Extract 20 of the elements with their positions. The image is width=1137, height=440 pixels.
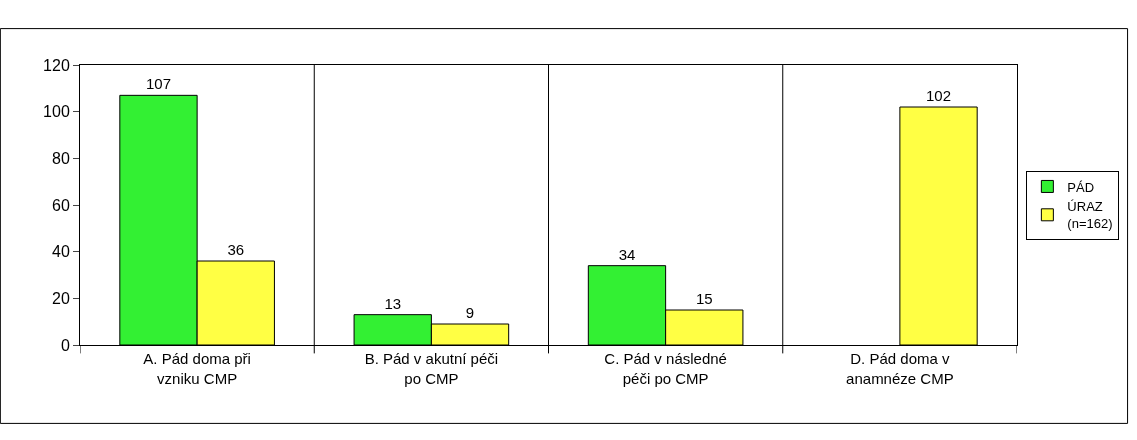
y-tick-label: 120: [43, 56, 70, 74]
legend-label: PÁD: [1067, 179, 1095, 195]
data-label: 15: [695, 290, 713, 307]
data-label: 107: [145, 75, 171, 93]
data-label: 13: [384, 294, 402, 312]
data-label: 36: [227, 241, 245, 258]
data-label: 34: [618, 245, 636, 263]
y-tick-label: 40: [52, 243, 70, 261]
data-label: 9: [465, 304, 475, 321]
legend-label: ÚRAZ (n=162): [1067, 199, 1113, 232]
y-tick-label: 0: [60, 336, 70, 354]
y-tick-label: 60: [52, 196, 70, 214]
x-tick-label: A. Pád doma při vzniku CMP: [143, 350, 251, 387]
y-tick-label: 20: [52, 289, 70, 307]
x-tick-label: B. Pád v akutní péči po CMP: [364, 350, 499, 387]
y-tick-label: 80: [52, 149, 70, 167]
data-label: 102: [926, 87, 952, 104]
x-tick-label: C. Pád v následné péči po CMP: [604, 350, 727, 387]
x-tick-label: D. Pád doma v anamnéze CMP: [846, 350, 954, 387]
y-tick-label: 100: [43, 103, 70, 121]
